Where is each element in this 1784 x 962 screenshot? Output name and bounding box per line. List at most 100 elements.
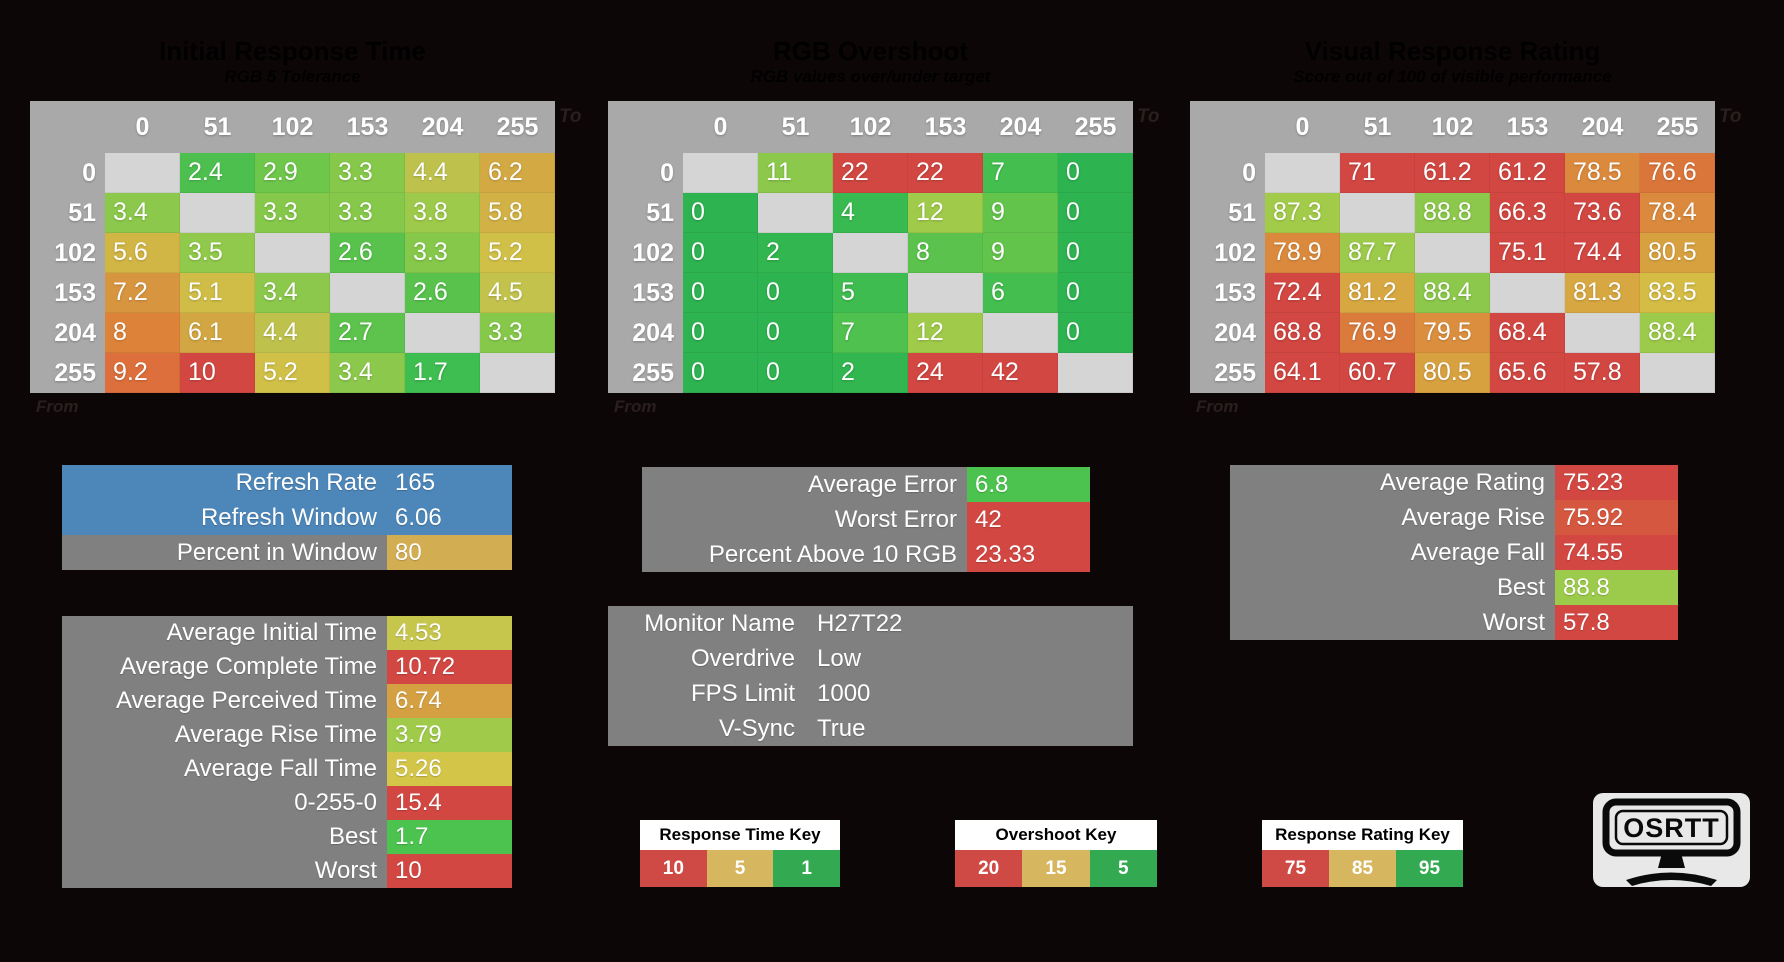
col-header: 102 xyxy=(833,101,908,153)
chart-subtitle: RGB values over/under target xyxy=(750,67,991,86)
summary-value: True xyxy=(805,711,1133,746)
diagonal-cell xyxy=(833,233,908,273)
summary-row: Average Error 6.8 xyxy=(642,467,1090,502)
heatmap-cell: 22 xyxy=(833,153,908,193)
heatmap-cell: 0 xyxy=(683,273,758,313)
heatmap-cell: 3.4 xyxy=(105,193,180,233)
diagonal-cell xyxy=(180,193,255,233)
chart-title: RGB Overshoot xyxy=(772,36,969,66)
heatmap-cell: 75.1 xyxy=(1490,233,1565,273)
row-header: 204 xyxy=(608,313,683,353)
heatmap-cell: 8 xyxy=(105,313,180,353)
diagonal-cell xyxy=(1415,233,1490,273)
heatmap-cell: 83.5 xyxy=(1640,273,1715,313)
response-rating-key: Response Rating Key 75 85 95 xyxy=(1262,820,1463,887)
panel-monitor-info: Monitor Name H27T22 Overdrive Low FPS Limit 1… xyxy=(608,606,1133,746)
overshoot-key: Overshoot Key 20 15 5 xyxy=(955,820,1157,887)
heatmap-cell: 9.2 xyxy=(105,353,180,393)
heatmap-cell: 61.2 xyxy=(1490,153,1565,193)
row-header: 51 xyxy=(30,193,105,233)
summary-value: 1.7 xyxy=(387,820,512,854)
col-header: 51 xyxy=(1340,101,1415,153)
heatmap-cell: 3.3 xyxy=(255,193,330,233)
summary-row: Average Perceived Time 6.74 xyxy=(62,684,512,718)
key-cell: 75 xyxy=(1262,850,1329,887)
heatmap-cell: 64.1 xyxy=(1265,353,1340,393)
summary-label: 0-255-0 xyxy=(62,786,387,820)
row-header: 255 xyxy=(30,353,105,393)
summary-row: Worst Error 42 xyxy=(642,502,1090,537)
heatmap-cell: 11 xyxy=(758,153,833,193)
summary-label: Refresh Rate xyxy=(62,465,387,500)
heatmap-grid: 0 51 102 153 204 255 0 11 22 22 7 0 51 0 4 12 9 0 102 0 2 8 9 0… xyxy=(608,101,1133,393)
key-cell: 85 xyxy=(1329,850,1396,887)
heatmap-cell: 0 xyxy=(1058,193,1133,233)
osrtt-logo: OSRTT xyxy=(1593,793,1750,887)
row-header: 0 xyxy=(608,153,683,193)
diagonal-cell xyxy=(983,313,1058,353)
summary-row: Average Initial Time 4.53 xyxy=(62,616,512,650)
heatmap-cell: 2.4 xyxy=(180,153,255,193)
summary-value: 74.55 xyxy=(1555,535,1678,570)
summary-row: Best 1.7 xyxy=(62,820,512,854)
col-header: 204 xyxy=(983,101,1058,153)
heatmap-cell: 6.1 xyxy=(180,313,255,353)
heatmap-cell: 6.2 xyxy=(480,153,555,193)
diagonal-cell xyxy=(255,233,330,273)
heatmap-cell: 3.5 xyxy=(180,233,255,273)
summary-value: 6.06 xyxy=(387,500,512,535)
heatmap-cell: 76.6 xyxy=(1640,153,1715,193)
heatmap-cell: 6 xyxy=(983,273,1058,313)
heatmap-cell: 80.5 xyxy=(1640,233,1715,273)
heatmap-cell: 0 xyxy=(683,353,758,393)
summary-label: Average Rise xyxy=(1230,500,1555,535)
heatmap-cell: 66.3 xyxy=(1490,193,1565,233)
row-header: 204 xyxy=(30,313,105,353)
heatmap-cell: 5 xyxy=(833,273,908,313)
heatmap-cell: 87.7 xyxy=(1340,233,1415,273)
col-header: 204 xyxy=(1565,101,1640,153)
chart-title: Visual Response Rating xyxy=(1304,36,1601,66)
corner-cell xyxy=(1190,101,1265,153)
summary-row: Monitor Name H27T22 xyxy=(608,606,1133,641)
key-title: Response Time Key xyxy=(640,820,840,850)
heatmap-cell: 79.5 xyxy=(1415,313,1490,353)
summary-label: FPS Limit xyxy=(608,676,805,711)
diagonal-cell xyxy=(480,353,555,393)
col-header: 153 xyxy=(908,101,983,153)
heatmap-cell: 0 xyxy=(1058,153,1133,193)
summary-label: Average Rating xyxy=(1230,465,1555,500)
summary-label: Average Fall xyxy=(1230,535,1555,570)
summary-row: Best 88.8 xyxy=(1230,570,1678,605)
heatmap-cell: 81.2 xyxy=(1340,273,1415,313)
row-header: 0 xyxy=(30,153,105,193)
summary-value: 80 xyxy=(387,535,512,570)
summary-row: V-Sync True xyxy=(608,711,1133,746)
heatmap-cell: 3.3 xyxy=(330,153,405,193)
col-header: 255 xyxy=(1058,101,1133,153)
heatmap-cell: 74.4 xyxy=(1565,233,1640,273)
heatmap-cell: 68.8 xyxy=(1265,313,1340,353)
x-axis-label: To xyxy=(1719,106,1742,127)
heatmap-cell: 68.4 xyxy=(1490,313,1565,353)
col-header: 51 xyxy=(758,101,833,153)
heatmap-cell: 4.4 xyxy=(255,313,330,353)
heatmap-cell: 10 xyxy=(180,353,255,393)
row-header: 102 xyxy=(608,233,683,273)
col-header: 51 xyxy=(180,101,255,153)
heatmap-grid: 0 51 102 153 204 255 0 71 61.2 61.2 78.5 76.6 51 87.3… xyxy=(1190,101,1715,393)
summary-label: Average Perceived Time xyxy=(62,684,387,718)
heatmap-cell: 4.4 xyxy=(405,153,480,193)
col-header: 153 xyxy=(1490,101,1565,153)
summary-value: 88.8 xyxy=(1555,570,1678,605)
heatmap-cell: 2.7 xyxy=(330,313,405,353)
heatmap-cell: 2.6 xyxy=(330,233,405,273)
heatmap-cell: 3.3 xyxy=(330,193,405,233)
diagonal-cell xyxy=(908,273,983,313)
response-time-key: Response Time Key 10 5 1 xyxy=(640,820,840,887)
summary-label: Average Complete Time xyxy=(62,650,387,684)
diagonal-cell xyxy=(1640,353,1715,393)
heatmap-cell: 7.2 xyxy=(105,273,180,313)
heatmap-grid: 0 51 102 153 204 255 0 2.4 2.9 3.3 4.4 6.2 51 3.4 3.3 3… xyxy=(30,101,555,393)
